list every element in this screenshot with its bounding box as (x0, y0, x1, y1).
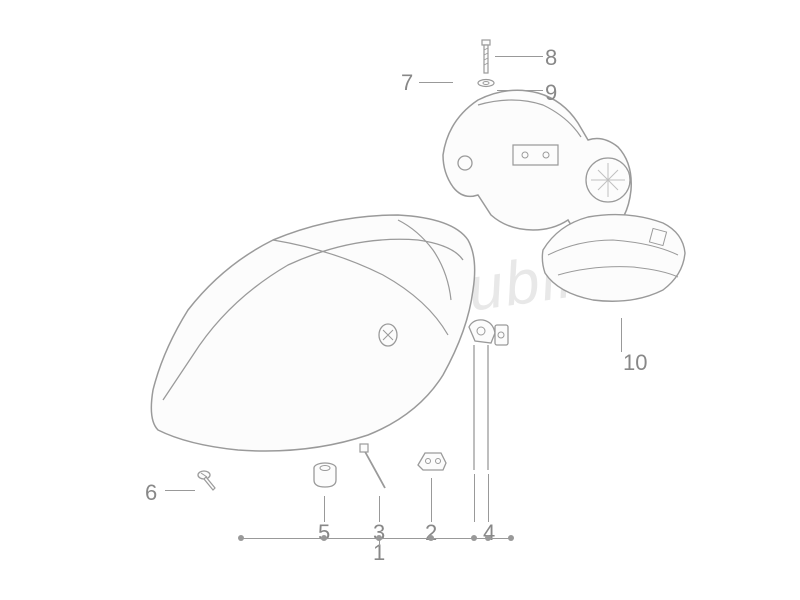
dot-5 (321, 535, 327, 541)
leader-4va (474, 474, 475, 522)
callout-8: 8 (545, 45, 557, 71)
part-screw-8 (479, 38, 493, 78)
callout-5: 5 (318, 520, 330, 546)
leader-5v (324, 496, 325, 522)
leader-6 (165, 490, 195, 491)
leader-8 (495, 56, 543, 57)
leader-2v (431, 478, 432, 522)
part-cable-tie-3 (355, 440, 395, 500)
part-bracket-2 (413, 445, 451, 475)
dot-left (238, 535, 244, 541)
part-washer-9 (477, 78, 495, 88)
callout-10: 10 (623, 350, 647, 376)
callout-2: 2 (425, 520, 437, 546)
dot-right (508, 535, 514, 541)
leader-7 (419, 82, 453, 83)
diagram-canvas: PartsRepublik 1 2 3 4 5 6 7 8 9 10 (93, 30, 709, 570)
part-screw-6 (196, 468, 220, 496)
part-latch-4 (461, 315, 511, 495)
dot-2 (428, 535, 434, 541)
leader-9 (497, 90, 543, 91)
callout-9: 9 (545, 80, 557, 106)
dot-4a (471, 535, 477, 541)
leader-3v (379, 496, 380, 522)
part-bushing-5 (311, 460, 339, 492)
callout-4: 4 (483, 520, 495, 546)
dot-4b (485, 535, 491, 541)
leader-10 (621, 318, 622, 352)
dot-3 (376, 535, 382, 541)
leader-4vb (488, 474, 489, 522)
part-cover (533, 205, 693, 315)
callout-6: 6 (145, 480, 157, 506)
callout-7: 7 (401, 70, 413, 96)
